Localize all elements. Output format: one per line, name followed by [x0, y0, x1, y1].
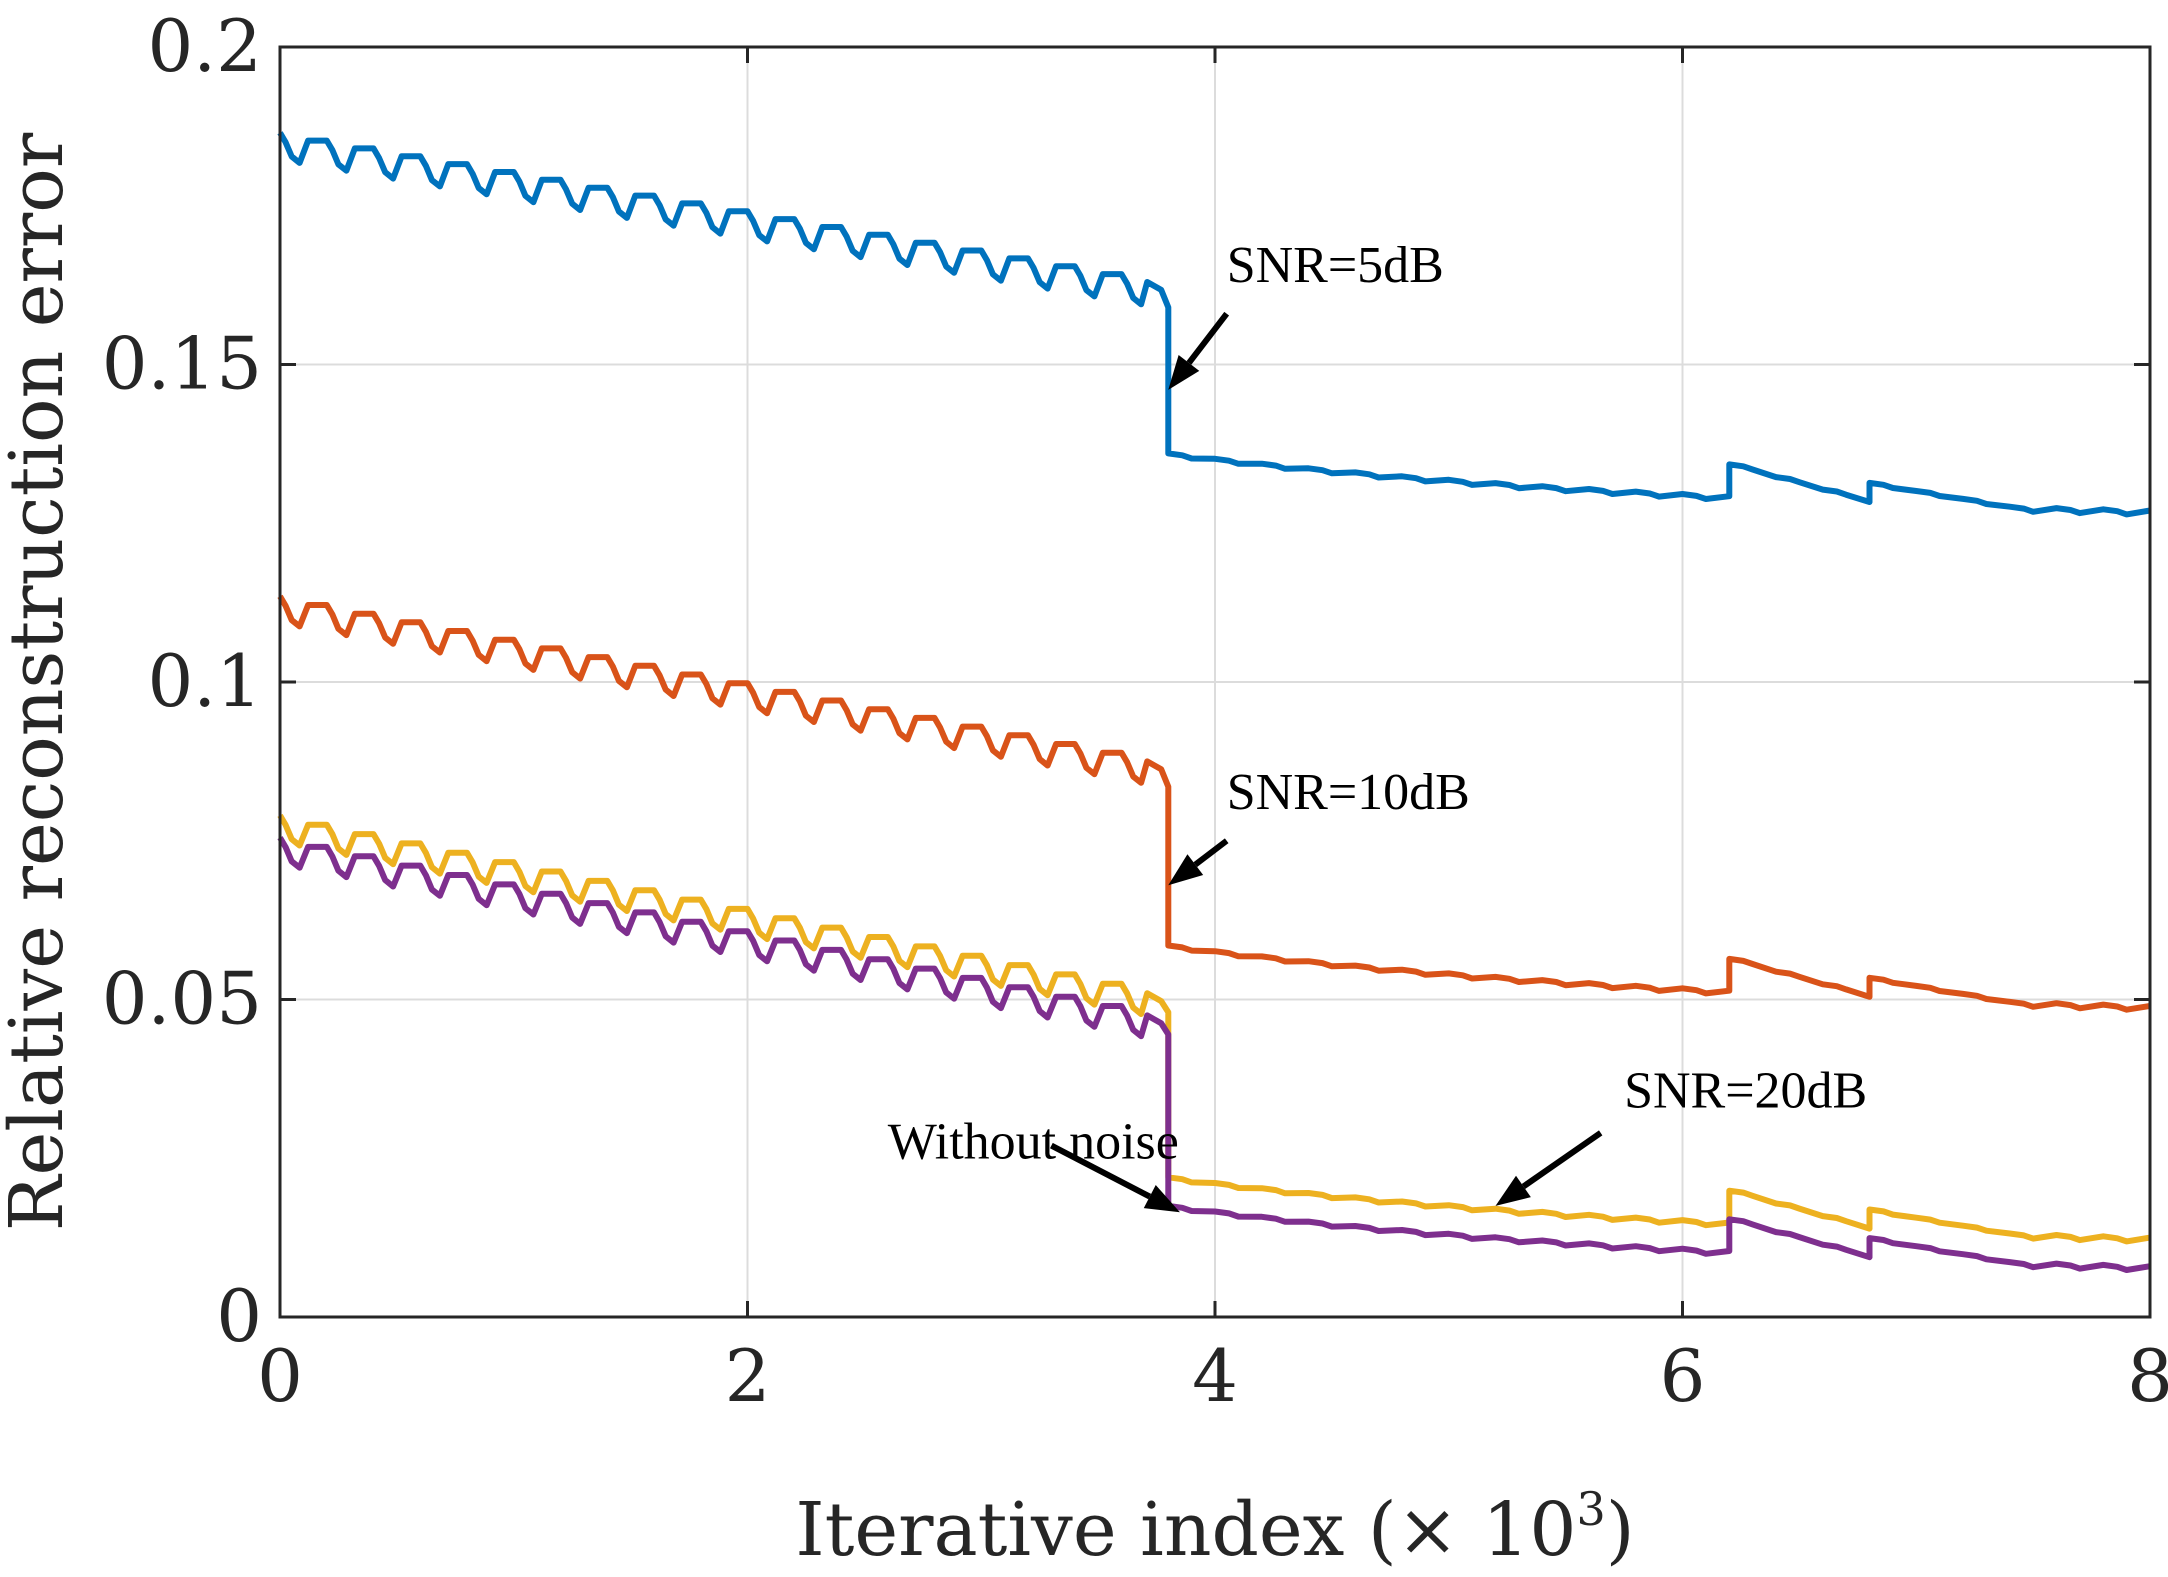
annotation-arrow-line — [1186, 311, 1230, 365]
annotation-arrow-line — [1521, 1130, 1603, 1189]
annotation-arrow-line — [1193, 838, 1229, 868]
y-axis-title: Relative reconstruction error — [0, 132, 80, 1231]
y-tick-label: 0 — [216, 1274, 262, 1358]
y-tick-label: 0.2 — [147, 4, 262, 88]
x-axis-title-exponent: 3 — [1576, 1482, 1605, 1536]
annotation-label: SNR=20dB — [1624, 1062, 1867, 1119]
y-tick-label: 0.1 — [147, 639, 262, 723]
annotation-label: SNR=10dB — [1227, 764, 1470, 821]
annotation-arrowhead — [1495, 1175, 1531, 1206]
annotations: SNR=5dB SNR=10dB SNR=20dB Without noise — [888, 237, 1867, 1213]
x-axis-title-main: Iterative index (× 10 — [795, 1487, 1576, 1573]
grid-lines — [280, 47, 2150, 1317]
annotation-arrow-line — [1049, 1142, 1152, 1200]
series-line — [277, 836, 2151, 1273]
series-line — [277, 813, 2151, 1245]
series-line — [277, 594, 2151, 1013]
annotation-arrowhead — [1168, 854, 1204, 886]
x-tick-label: 0 — [257, 1334, 303, 1418]
annotation-arrowhead — [1143, 1185, 1180, 1213]
y-tick-label: 0.05 — [102, 957, 262, 1041]
series-line — [277, 131, 2151, 518]
annotation-label: Without noise — [888, 1113, 1179, 1170]
x-tick-label: 6 — [1660, 1334, 1706, 1418]
x-axis-title: Iterative index (× 103) — [795, 1482, 1634, 1573]
x-axis-title-close: ) — [1606, 1487, 1635, 1573]
x-tick-label: 2 — [725, 1334, 771, 1418]
axis-ticks: 0 2 4 6 8 0 0.05 0.1 0.15 0.2 — [102, 4, 2168, 1418]
annotation-arrowhead — [1168, 355, 1200, 390]
x-tick-label: 4 — [1192, 1334, 1238, 1418]
series-lines — [277, 131, 2151, 1273]
y-tick-label: 0.15 — [102, 322, 262, 406]
x-tick-label: 8 — [2127, 1334, 2168, 1418]
annotation-label: SNR=5dB — [1227, 237, 1444, 294]
